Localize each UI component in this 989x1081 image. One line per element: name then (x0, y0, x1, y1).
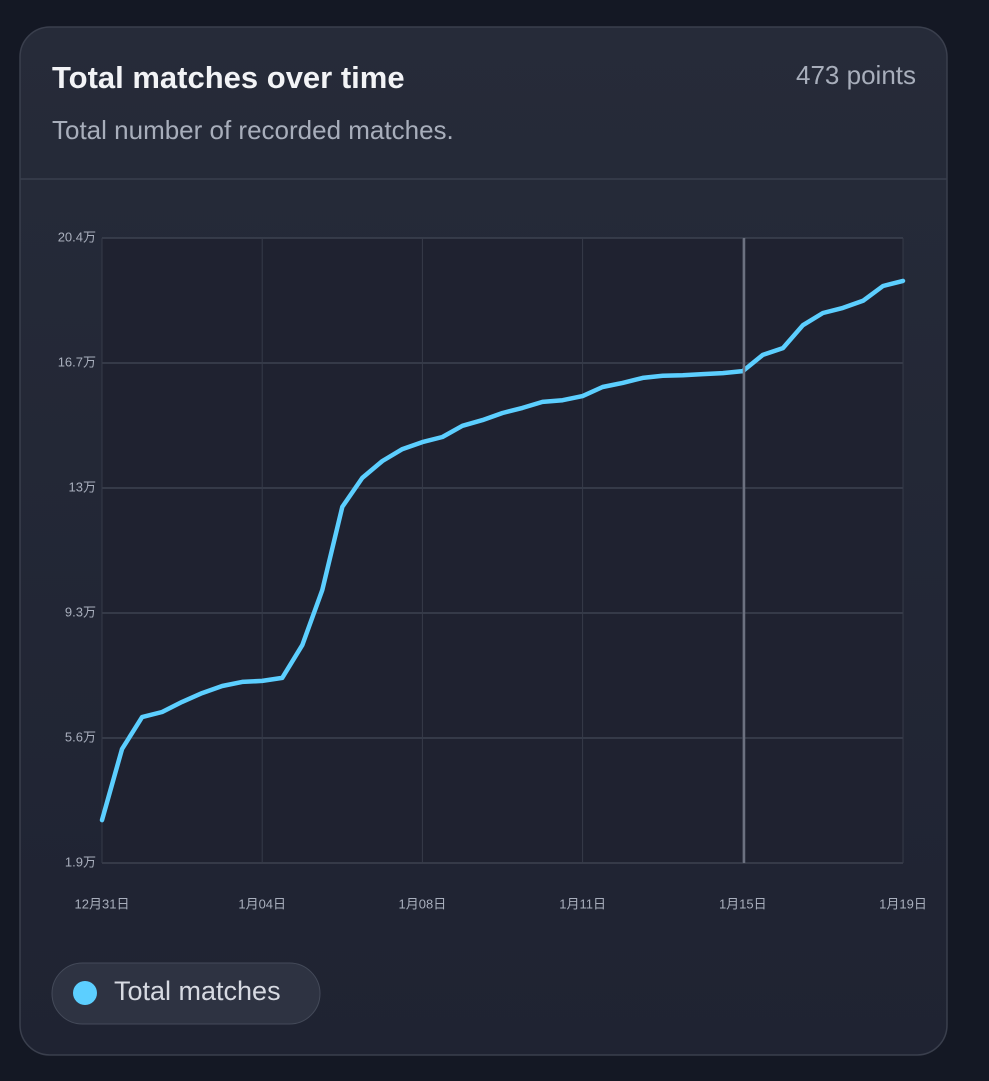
chart-title: Total matches over time (52, 60, 405, 95)
plot-area (102, 238, 903, 863)
point-count: 473 points (796, 60, 916, 90)
chart-subtitle: Total number of recorded matches. (52, 115, 454, 145)
legend-item[interactable] (51, 962, 321, 1025)
y-tick-label: 16.7万 (58, 354, 96, 369)
x-tick-label: 1月19日 (879, 896, 927, 911)
y-tick-label: 1.9万 (65, 854, 96, 869)
y-tick-label: 5.6万 (65, 729, 96, 744)
legend-label: Total matches (114, 976, 281, 1006)
x-tick-label: 1月08日 (399, 896, 447, 911)
x-tick-label: 1月04日 (238, 896, 286, 911)
y-tick-label: 9.3万 (65, 604, 96, 619)
data-line (99, 278, 906, 823)
y-tick-label: 13万 (69, 479, 96, 494)
x-tick-label: 12月31日 (75, 896, 130, 911)
x-tick-label: 1月15日 (719, 896, 767, 911)
x-tick-label: 1月11日 (559, 896, 606, 911)
y-tick-label: 20.4万 (58, 229, 96, 244)
legend-swatch (73, 981, 97, 1005)
